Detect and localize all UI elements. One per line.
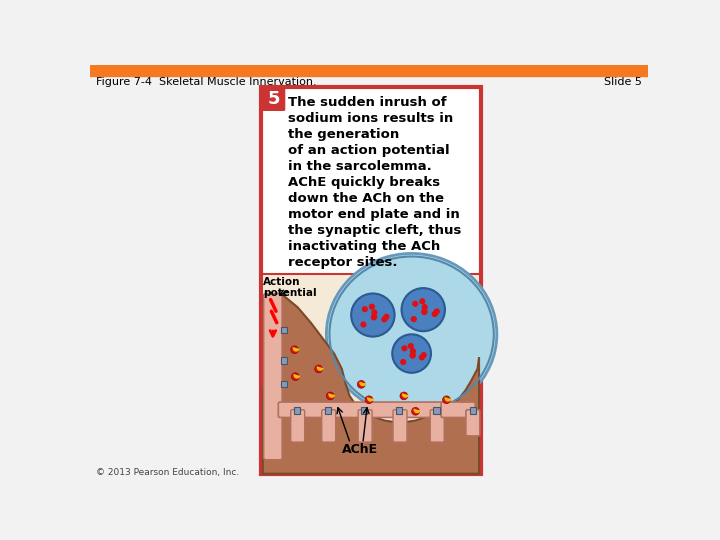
Text: Figure 7-4  Skeletal Muscle Innervation.: Figure 7-4 Skeletal Muscle Innervation.	[96, 77, 317, 87]
Circle shape	[361, 306, 368, 312]
Bar	[396, 408, 402, 414]
Bar	[263, 275, 479, 473]
Circle shape	[365, 396, 373, 403]
Bar	[90, 65, 648, 76]
Bar	[325, 408, 331, 414]
Wedge shape	[367, 397, 374, 402]
FancyBboxPatch shape	[279, 402, 444, 417]
Circle shape	[421, 309, 428, 315]
Text: © 2013 Pearson Education, Inc.: © 2013 Pearson Education, Inc.	[96, 468, 240, 477]
Circle shape	[410, 353, 415, 359]
Bar	[294, 408, 300, 414]
Circle shape	[410, 316, 417, 322]
Wedge shape	[328, 393, 336, 398]
Circle shape	[291, 346, 299, 354]
Bar	[261, 87, 481, 475]
Circle shape	[371, 314, 377, 320]
Circle shape	[443, 396, 451, 403]
Wedge shape	[413, 409, 420, 413]
Bar	[469, 408, 476, 414]
Circle shape	[369, 303, 375, 310]
Circle shape	[412, 408, 419, 415]
Circle shape	[372, 309, 377, 315]
Circle shape	[402, 288, 445, 331]
FancyBboxPatch shape	[291, 410, 305, 442]
FancyBboxPatch shape	[262, 88, 285, 111]
Circle shape	[419, 354, 425, 361]
Circle shape	[326, 392, 334, 400]
Circle shape	[357, 381, 365, 388]
Circle shape	[431, 311, 438, 317]
Circle shape	[422, 304, 428, 310]
Bar	[281, 357, 287, 363]
Circle shape	[412, 301, 418, 307]
Wedge shape	[402, 393, 409, 398]
Circle shape	[360, 321, 366, 328]
Circle shape	[371, 314, 377, 320]
Ellipse shape	[326, 253, 497, 415]
Wedge shape	[292, 347, 300, 352]
FancyBboxPatch shape	[358, 410, 372, 442]
FancyBboxPatch shape	[466, 410, 480, 436]
Bar	[433, 408, 439, 414]
Wedge shape	[317, 366, 323, 371]
Circle shape	[419, 298, 426, 305]
Bar	[361, 408, 367, 414]
Circle shape	[315, 365, 323, 373]
Text: The sudden inrush of
sodium ions results in
the generation
of an action potentia: The sudden inrush of sodium ions results…	[289, 96, 462, 268]
Circle shape	[410, 348, 416, 354]
Bar	[281, 327, 287, 333]
Circle shape	[410, 352, 416, 358]
FancyBboxPatch shape	[431, 410, 444, 442]
Text: AChE: AChE	[341, 443, 378, 456]
Circle shape	[351, 294, 395, 336]
Wedge shape	[444, 397, 451, 402]
Text: 5: 5	[267, 90, 280, 109]
Wedge shape	[359, 382, 366, 386]
FancyBboxPatch shape	[264, 294, 282, 460]
Circle shape	[381, 316, 387, 322]
Circle shape	[420, 352, 427, 358]
FancyBboxPatch shape	[393, 410, 407, 442]
Polygon shape	[263, 294, 479, 474]
Circle shape	[408, 343, 414, 349]
Wedge shape	[294, 374, 300, 379]
Text: Action
potential: Action potential	[263, 276, 317, 298]
FancyBboxPatch shape	[322, 410, 336, 442]
Circle shape	[292, 373, 300, 381]
Circle shape	[401, 345, 408, 352]
Circle shape	[421, 308, 428, 315]
Circle shape	[392, 334, 431, 373]
Bar	[281, 381, 287, 387]
Circle shape	[400, 392, 408, 400]
Circle shape	[400, 359, 406, 365]
Circle shape	[433, 308, 440, 314]
Circle shape	[383, 314, 390, 320]
Text: Slide 5: Slide 5	[604, 77, 642, 87]
FancyBboxPatch shape	[441, 402, 475, 417]
